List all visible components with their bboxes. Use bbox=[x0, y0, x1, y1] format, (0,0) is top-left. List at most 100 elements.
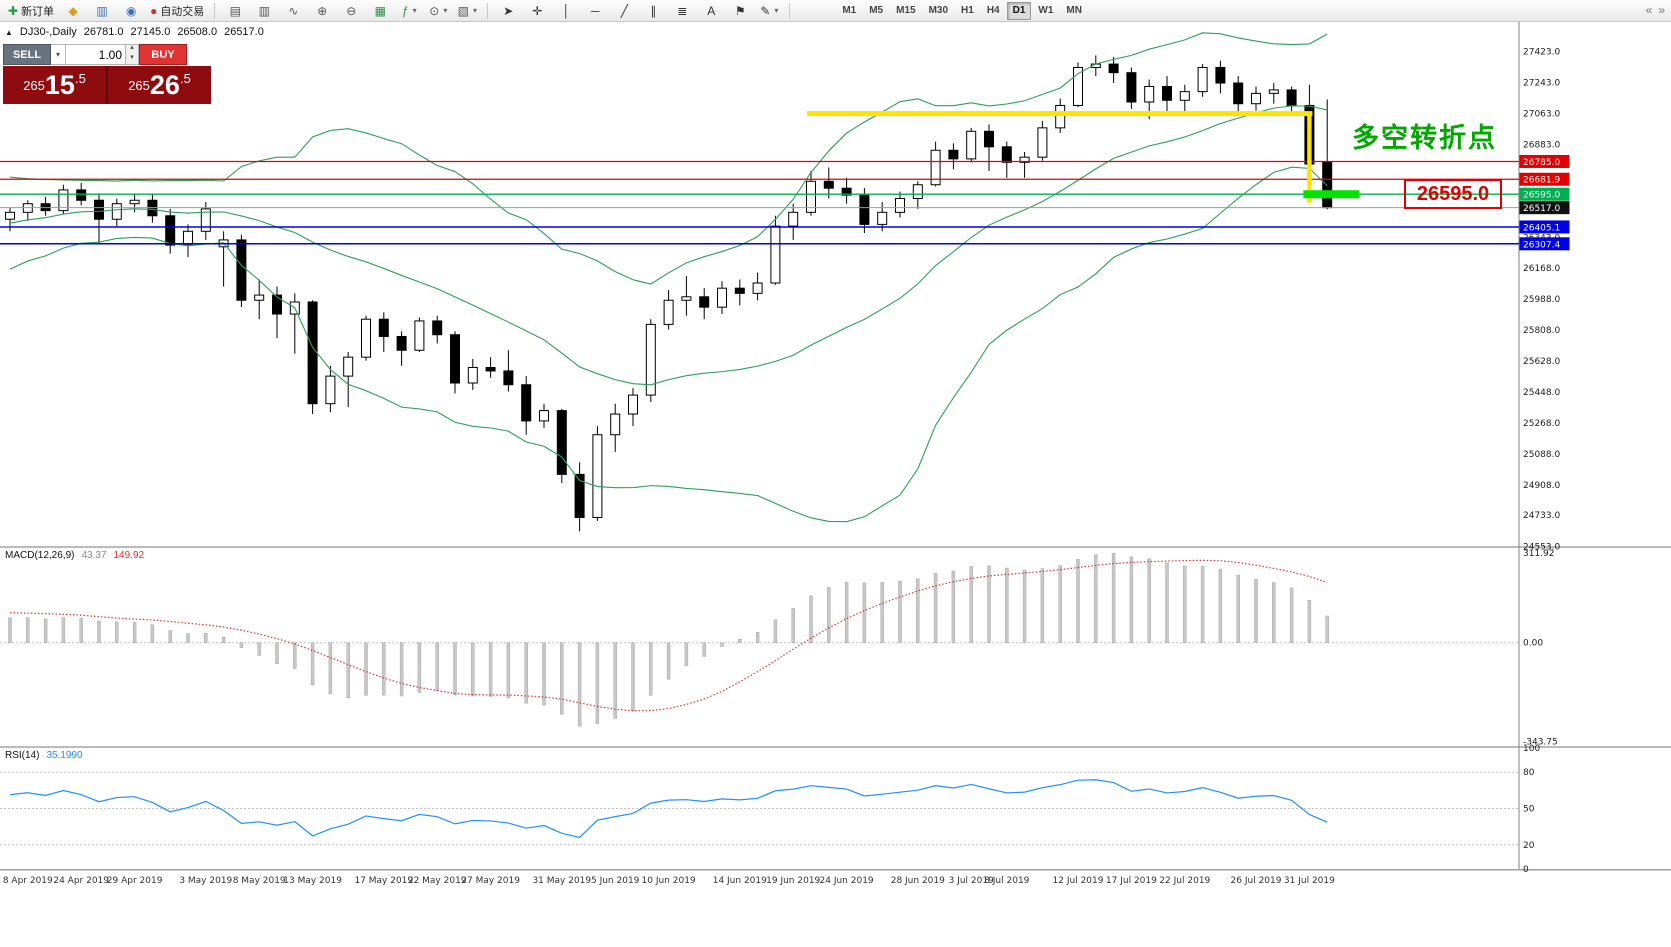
yellow-resistance-line[interactable] bbox=[807, 111, 1313, 117]
svg-text:26168.0: 26168.0 bbox=[1523, 264, 1560, 274]
fibonacci-icon: ≣ bbox=[677, 3, 688, 18]
vertical-line-button[interactable]: │ bbox=[552, 1, 580, 21]
zoom-in-button[interactable]: ⊕ bbox=[308, 1, 336, 21]
timeframe-m30-button[interactable]: M30 bbox=[928, 5, 949, 16]
svg-text:31 May 2019: 31 May 2019 bbox=[532, 876, 591, 886]
svg-text:28 Jun 2019: 28 Jun 2019 bbox=[891, 876, 945, 886]
price-badge bbox=[1519, 172, 1570, 186]
volume-dropdown-caret[interactable]: ▾ bbox=[51, 44, 66, 65]
svg-text:100: 100 bbox=[1523, 744, 1540, 754]
timeframe-h4-button[interactable]: H4 bbox=[986, 5, 1000, 16]
macd-indicator-label: MACD(12,26,9) 43.37 149.92 bbox=[5, 550, 144, 561]
charts-button[interactable]: ▥ bbox=[88, 1, 116, 21]
tile-windows-icon: ▦ bbox=[374, 3, 386, 18]
arrow-label-button[interactable]: ⚑ bbox=[726, 1, 754, 21]
community-button[interactable]: ◉ bbox=[117, 1, 145, 21]
toolbar-right-chevron-icon[interactable]: » bbox=[1658, 3, 1665, 17]
sell-button[interactable]: SELL bbox=[3, 44, 51, 65]
toolbar-separator bbox=[214, 2, 216, 19]
yellow-drop-line[interactable] bbox=[1307, 113, 1312, 203]
toolbar-left-chevron-icon[interactable]: « bbox=[1645, 3, 1653, 17]
buy-button[interactable]: BUY bbox=[139, 44, 187, 65]
price-badge bbox=[1519, 187, 1570, 201]
autotrading-button-label: 自动交易 bbox=[160, 5, 205, 18]
fibonacci-button[interactable]: ≣ bbox=[668, 1, 696, 21]
svg-text:27 May 2019: 27 May 2019 bbox=[461, 876, 520, 886]
timeframe-m15-button[interactable]: M15 bbox=[896, 5, 916, 16]
price-badge bbox=[1519, 220, 1570, 234]
toolbar-separator bbox=[789, 2, 791, 19]
caret-down-icon: ▾ bbox=[55, 50, 60, 59]
new-order-button[interactable]: ✚ 新订单 bbox=[4, 1, 58, 21]
autotrading-icon: ● bbox=[150, 3, 158, 18]
timeframe-d1-button[interactable]: D1 bbox=[1006, 1, 1032, 20]
horizontal-line-icon: ─ bbox=[591, 3, 600, 18]
svg-text:29 Apr 2019: 29 Apr 2019 bbox=[107, 876, 163, 886]
periods-icon: ⊙ bbox=[429, 3, 440, 18]
caret-down-icon: ▾ bbox=[412, 6, 417, 15]
svg-text:24 Apr 2019: 24 Apr 2019 bbox=[53, 876, 109, 886]
volume-spinner: ▴ ▾ bbox=[126, 44, 139, 65]
channel-button[interactable]: ∥ bbox=[639, 1, 667, 21]
svg-text:24908.0: 24908.0 bbox=[1523, 481, 1560, 491]
volume-up-arrow-icon[interactable]: ▴ bbox=[126, 44, 138, 55]
sell-price-display[interactable]: 265 15.5 bbox=[3, 66, 108, 104]
shapes-button[interactable]: ✎ ▾ bbox=[755, 1, 783, 21]
price-badge bbox=[1519, 154, 1570, 168]
price-axis[interactable]: 27423.027243.027063.026883.026343.026168… bbox=[1519, 47, 1570, 552]
svg-text:25448.0: 25448.0 bbox=[1523, 388, 1560, 398]
zoom-out-button[interactable]: ⊖ bbox=[337, 1, 365, 21]
chart-profile-button[interactable]: ◆ bbox=[59, 1, 87, 21]
file-toolbar-group: ✚ 新订单 ◆ ▥ ◉ ● 自动交易 bbox=[4, 1, 208, 21]
timeframe-h1-button[interactable]: H1 bbox=[961, 5, 974, 16]
caret-down-icon: ▾ bbox=[472, 6, 477, 15]
svg-text:24 Jun 2019: 24 Jun 2019 bbox=[820, 876, 874, 886]
line-chart-button[interactable]: ∿ bbox=[279, 1, 307, 21]
timeframe-m5-button[interactable]: M5 bbox=[869, 5, 884, 16]
timeframe-m1-button[interactable]: M1 bbox=[842, 5, 857, 16]
svg-text:3 May 2019: 3 May 2019 bbox=[179, 876, 232, 886]
svg-text:0: 0 bbox=[1523, 865, 1529, 875]
zoom-out-icon: ⊖ bbox=[346, 3, 357, 18]
timeframe-w1-button[interactable]: W1 bbox=[1038, 5, 1054, 16]
tile-windows-button[interactable]: ▦ bbox=[366, 1, 394, 21]
candlestick-chart-button[interactable]: ▥ bbox=[250, 1, 278, 21]
price-badge bbox=[1519, 201, 1570, 215]
timeframe-mn-button[interactable]: MN bbox=[1066, 5, 1082, 16]
rsi-name: RSI(14) bbox=[5, 750, 40, 761]
crosshair-button[interactable]: ✛ bbox=[523, 1, 551, 21]
svg-text:0.00: 0.00 bbox=[1523, 639, 1543, 649]
indicators-button[interactable]: ƒ ▾ bbox=[395, 1, 423, 21]
arrow-label-icon: ⚑ bbox=[734, 3, 746, 18]
collapse-triangle-icon[interactable]: ▲ bbox=[5, 27, 13, 37]
macd-panel: 311.92 0.00 -343.75 bbox=[0, 549, 1558, 747]
volume-down-arrow-icon[interactable]: ▾ bbox=[126, 54, 138, 64]
bar-chart-button[interactable]: ▤ bbox=[221, 1, 249, 21]
text-button[interactable]: A bbox=[697, 1, 725, 21]
rsi-line bbox=[9, 779, 1328, 839]
price-callout-box[interactable]: 26595.0 bbox=[1404, 179, 1502, 209]
trendline-button[interactable]: ╱ bbox=[610, 1, 638, 21]
svg-text:27423.0: 27423.0 bbox=[1523, 47, 1560, 57]
green-support-bar[interactable] bbox=[1303, 190, 1360, 199]
chart-profile-icon: ◆ bbox=[68, 3, 78, 18]
periods-button[interactable]: ⊙ ▾ bbox=[424, 1, 452, 21]
svg-text:25088.0: 25088.0 bbox=[1523, 450, 1560, 460]
new-order-button-label: 新订单 bbox=[21, 5, 55, 18]
volume-input[interactable] bbox=[66, 44, 126, 65]
autotrading-button[interactable]: ● 自动交易 bbox=[146, 1, 208, 21]
templates-button[interactable]: ▧ ▾ bbox=[453, 1, 481, 21]
macd-signal-value: 149.92 bbox=[113, 550, 145, 561]
horizontal-line-button[interactable]: ─ bbox=[581, 1, 609, 21]
turning-point-annotation[interactable]: 多空转折点 bbox=[1352, 123, 1497, 153]
svg-text:8 May 2019: 8 May 2019 bbox=[233, 876, 286, 886]
buy-price-display[interactable]: 265 26.5 bbox=[108, 66, 211, 104]
cursor-button[interactable]: ➤ bbox=[494, 1, 522, 21]
svg-text:26595.0: 26595.0 bbox=[1523, 191, 1560, 201]
svg-text:25268.0: 25268.0 bbox=[1523, 419, 1560, 429]
candles-layer bbox=[5, 55, 1333, 532]
sell-price-prefix: 265 bbox=[23, 77, 45, 93]
svg-text:311.92: 311.92 bbox=[1523, 549, 1555, 559]
drawing-toolbar-group: ➤ ✛ │ ─ ╱ ∥ ≣ A ⚑ ✎ ▾ bbox=[494, 1, 783, 21]
